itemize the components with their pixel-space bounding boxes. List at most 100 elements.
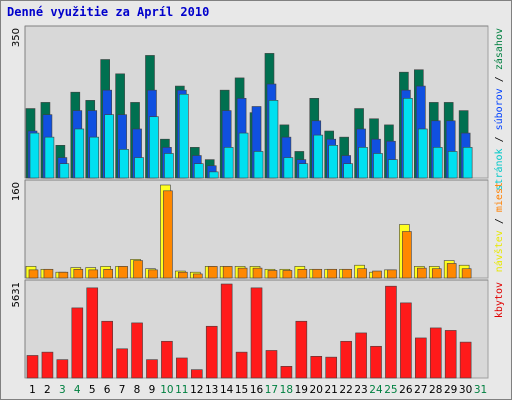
bar-middle-miest-18 [282, 270, 293, 279]
bar-middle-miest-19 [297, 268, 308, 279]
x-tick-label-30: 30 [459, 384, 472, 396]
x-tick-label-19: 19 [295, 384, 308, 396]
legend-entry-návštev: návštev [493, 230, 505, 272]
bar-bottom-kbytov-2 [41, 351, 54, 379]
legend-entry-súborov: súborov [493, 88, 505, 130]
legend-entry-zásahov: zásahov [493, 28, 505, 70]
bar-middle-miest-5 [88, 269, 99, 279]
bar-top-stránok-18 [283, 157, 294, 179]
bar-middle-miest-15 [237, 267, 248, 279]
bar-bottom-kbytov-21 [325, 356, 338, 379]
bar-bottom-kbytov-14 [220, 283, 233, 379]
legend-entry-stránok: stránok [493, 148, 505, 190]
legend-entry-miest: miest [494, 182, 505, 212]
x-tick-label-8: 8 [134, 384, 141, 396]
bar-top-stránok-3 [59, 163, 70, 179]
bar-middle-miest-20 [312, 268, 323, 279]
x-tick-label-1: 1 [29, 384, 36, 396]
x-tick-label-27: 27 [414, 384, 427, 396]
bar-top-stránok-11 [179, 93, 189, 179]
bar-bottom-kbytov-30 [459, 341, 472, 379]
x-tick-label-10: 10 [160, 384, 173, 396]
bar-middle-miest-14 [222, 266, 233, 279]
x-tick-label-23: 23 [354, 384, 367, 396]
bar-top-stránok-29 [447, 151, 458, 179]
bar-middle-miest-24 [372, 270, 382, 279]
bar-top-stránok-16 [253, 151, 264, 179]
bar-top-stránok-2 [44, 136, 55, 179]
bar-top-stránok-9 [149, 116, 159, 179]
bar-top-stránok-15 [238, 132, 249, 179]
bar-middle-miest-22 [342, 268, 352, 279]
bar-top-stránok-20 [313, 134, 324, 179]
x-tick-label-11: 11 [175, 384, 188, 396]
x-tick-label-2: 2 [44, 384, 51, 396]
bar-middle-miest-4 [73, 268, 84, 279]
bar-middle-miest-3 [58, 271, 69, 279]
bar-middle-miest-13 [207, 266, 218, 279]
bar-top-stránok-27 [418, 128, 428, 179]
bar-top-stránok-5 [89, 136, 100, 179]
bar-bottom-kbytov-11 [176, 357, 188, 379]
bar-middle-miest-26 [402, 231, 412, 279]
bar-top-stránok-19 [298, 163, 309, 179]
x-tick-label-29: 29 [444, 384, 457, 396]
bar-top-stránok-10 [164, 153, 174, 179]
legend-separator: / [494, 130, 505, 148]
bar-middle-miest-16 [252, 267, 263, 279]
x-tick-label-22: 22 [339, 384, 352, 396]
bar-bottom-kbytov-13 [205, 325, 218, 379]
bar-top-stránok-6 [104, 114, 114, 179]
bar-bottom-kbytov-20 [310, 355, 323, 379]
bar-bottom-kbytov-3 [56, 359, 69, 379]
x-tick-label-21: 21 [324, 384, 337, 396]
x-tick-label-15: 15 [235, 384, 248, 396]
bar-bottom-kbytov-24 [370, 345, 382, 379]
panel-middle-max-label: 160 [11, 182, 22, 201]
bar-middle-miest-1 [28, 269, 39, 279]
panel-top-legend: stránok / súborov / zásahov [493, 28, 505, 191]
bar-middle-miest-6 [103, 268, 113, 279]
x-tick-label-16: 16 [250, 384, 264, 396]
bar-bottom-kbytov-22 [340, 340, 352, 379]
bar-middle-miest-7 [118, 266, 128, 279]
bar-bottom-kbytov-15 [235, 351, 248, 379]
bar-top-stránok-7 [119, 149, 129, 179]
bar-middle-miest-23 [357, 268, 367, 279]
legend-separator: / [494, 212, 505, 230]
bar-bottom-kbytov-8 [131, 322, 143, 379]
bar-middle-miest-29 [446, 263, 457, 279]
x-tick-label-20: 20 [310, 384, 323, 396]
x-tick-label-25: 25 [384, 384, 397, 396]
bar-bottom-kbytov-16 [250, 287, 263, 379]
legend-entry-kbytov: kbytov [494, 282, 505, 318]
x-tick-label-9: 9 [149, 384, 156, 396]
bar-top-stránok-17 [268, 100, 279, 179]
panel-middle-background [24, 179, 489, 279]
bar-middle-miest-10 [163, 190, 173, 279]
x-tick-label-14: 14 [220, 384, 234, 396]
bar-middle-miest-11 [178, 271, 188, 279]
chart-title: Denné využitie za Apríl 2010 [7, 5, 210, 19]
x-tick-label-28: 28 [429, 384, 442, 396]
bar-bottom-kbytov-7 [116, 348, 128, 379]
bar-middle-miest-17 [267, 270, 278, 279]
x-tick-label-13: 13 [205, 384, 218, 396]
bar-middle-miest-30 [461, 268, 472, 279]
bar-middle-miest-28 [431, 268, 442, 279]
bar-top-stránok-13 [208, 171, 219, 179]
bar-bottom-kbytov-9 [146, 359, 158, 379]
bar-bottom-kbytov-27 [415, 337, 427, 379]
bar-bottom-kbytov-1 [26, 355, 39, 379]
x-tick-label-4: 4 [74, 384, 81, 396]
bar-bottom-kbytov-17 [265, 350, 278, 379]
x-tick-label-12: 12 [190, 384, 203, 396]
bar-bottom-kbytov-28 [429, 327, 442, 379]
bar-top-stránok-4 [74, 128, 85, 179]
bar-bottom-kbytov-10 [161, 340, 173, 379]
bar-top-stránok-28 [432, 147, 443, 179]
bar-middle-miest-8 [133, 260, 143, 279]
bar-top-stránok-23 [358, 147, 368, 179]
bar-top-stránok-1 [29, 132, 40, 179]
